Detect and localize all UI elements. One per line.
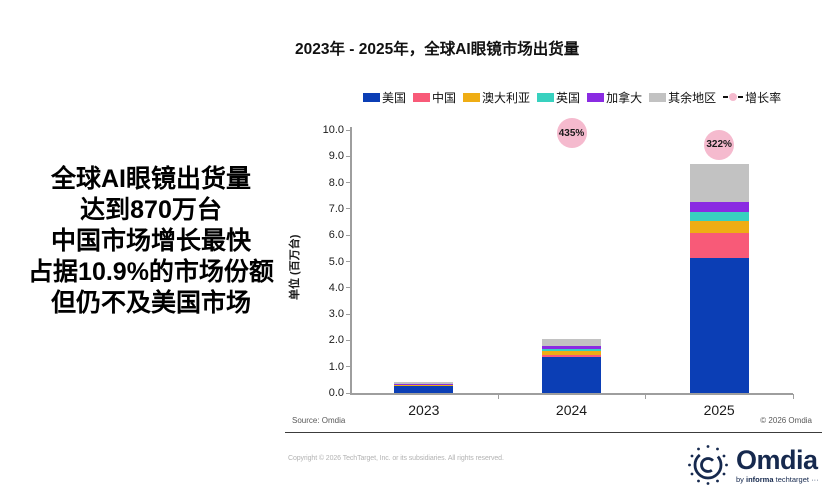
x-tick-mark [645,394,647,399]
legend-swatch [649,92,667,102]
bar-segment-加拿大 [689,202,749,212]
tagline-by: by [736,474,744,484]
y-tick-mark [346,366,350,368]
growth-rate-marker: 435% [556,118,587,149]
y-tick-label: 4.0 [328,281,344,294]
annotation-line: 但仍不及美国市场 [50,289,251,317]
y-tick-mark [346,339,350,341]
bar-segment-美国 [542,356,601,393]
omdia-logo-icon [688,445,728,485]
x-tick-label: 2023 [408,402,440,418]
y-tick-mark [346,392,350,394]
x-tick-mark [497,394,499,399]
annotation-line: 中国市场增长最快 [50,227,251,255]
legend-item-美国: 美国 [363,89,406,106]
bar-segment-美国 [394,385,454,393]
legend-swatch [587,92,605,102]
legend-item-growth-rate: 增长率 [723,89,781,106]
tagline-dots: ··· [811,474,819,484]
omdia-logo-tagline: by informa techtarget ··· [736,476,819,484]
annotation-line: 达到870万台 [80,196,222,224]
bar-segment-中国 [542,354,601,357]
legend-label: 其余地区 [668,90,717,105]
y-tick-label: 7.0 [328,202,344,215]
y-tick-label: 0.0 [328,387,344,399]
y-tick-label: 1.0 [328,360,344,373]
legend-label: 美国 [382,90,407,105]
chart-copyright: © 2026 Omdia [760,416,812,425]
bar-segment-其余地区 [394,382,454,385]
bar-segment-加拿大 [542,346,601,350]
y-tick-mark [346,155,350,157]
source-label: Source: Omdia [292,416,346,425]
tagline-informa: informa [746,474,774,484]
bar-segment-其余地区 [689,164,749,203]
legend-item-其余地区: 其余地区 [649,89,716,106]
omdia-logo-text: Omdia [736,444,818,475]
y-tick-label: 5.0 [328,255,344,268]
tagline-techtarget: techtarget [775,474,809,484]
annotation-line: 全球AI眼镜出货量 [50,165,251,193]
y-tick-label: 3.0 [328,308,344,321]
legend-item-澳大利亚: 澳大利亚 [463,89,530,106]
legend-dash [738,96,744,98]
legend-label: 增长率 [745,90,782,105]
x-tick-label: 2024 [555,402,588,418]
legend-label: 加拿大 [606,90,643,105]
legend-label: 澳大利亚 [482,90,531,105]
bar-segment-英国 [689,211,749,221]
y-tick-label: 8.0 [328,176,344,189]
omdia-logo: Omdia by informa techtarget ··· [686,441,822,489]
y-tick-label: 10.0 [322,124,344,136]
legend-swatch [537,92,555,102]
annotation-line: 占据10.9%的市场份额 [28,258,274,286]
chart-title: 2023年 - 2025年，全球AI眼镜市场出货量 [295,41,580,58]
y-tick-mark [346,261,350,262]
footer-copyright: Copyright © 2026 TechTarget, Inc. or its… [288,455,504,462]
y-tick-mark [346,129,350,131]
bar-segment-其余地区 [542,338,601,347]
logo-inner-arc [700,457,716,473]
legend-swatch [463,92,481,102]
legend-item-中国: 中国 [413,89,456,106]
logo-dot-ring [688,445,728,485]
bar-segment-美国 [689,257,749,393]
growth-line-icon [723,93,744,101]
y-tick-mark [346,313,350,315]
y-tick-mark [346,208,350,210]
legend-swatch [413,92,431,102]
x-tick-label: 2025 [703,402,735,418]
bar-segment-中国 [689,232,749,258]
legend-dot [729,93,738,101]
bar-segment-澳大利亚 [542,351,601,355]
chart-legend: 美国 中国 澳大利亚 英国 加拿大 其余地区 增长率 [363,88,825,106]
legend-dash [723,96,729,98]
omdia-wordmark: Omdia by informa techtarget ··· [736,444,819,484]
legend-swatch [363,92,380,102]
bar-segment-澳大利亚 [689,220,749,233]
key-insight-annotation: 全球AI眼镜出货量 达到870万台中国市场增长最快 占据10.9%的市场份额 但仍不及… [5,164,297,319]
x-tick-mark [793,394,794,399]
divider-line [285,432,822,433]
y-tick-mark [346,287,350,289]
y-tick-label: 2.0 [328,334,344,347]
y-tick-label: 6.0 [328,229,344,242]
legend-label: 英国 [556,90,581,105]
x-axis-line [350,393,793,395]
growth-rate-marker: 322% [704,129,735,160]
y-tick-mark [346,182,350,184]
logo-outer-arc [693,450,723,480]
legend-label: 中国 [432,90,457,105]
y-tick-label: 9.0 [328,150,344,163]
legend-item-英国: 英国 [537,89,580,106]
y-tick-mark [346,234,350,236]
bar-segment-英国 [542,349,601,352]
legend-item-加拿大: 加拿大 [587,89,642,106]
y-axis-line [350,127,352,394]
